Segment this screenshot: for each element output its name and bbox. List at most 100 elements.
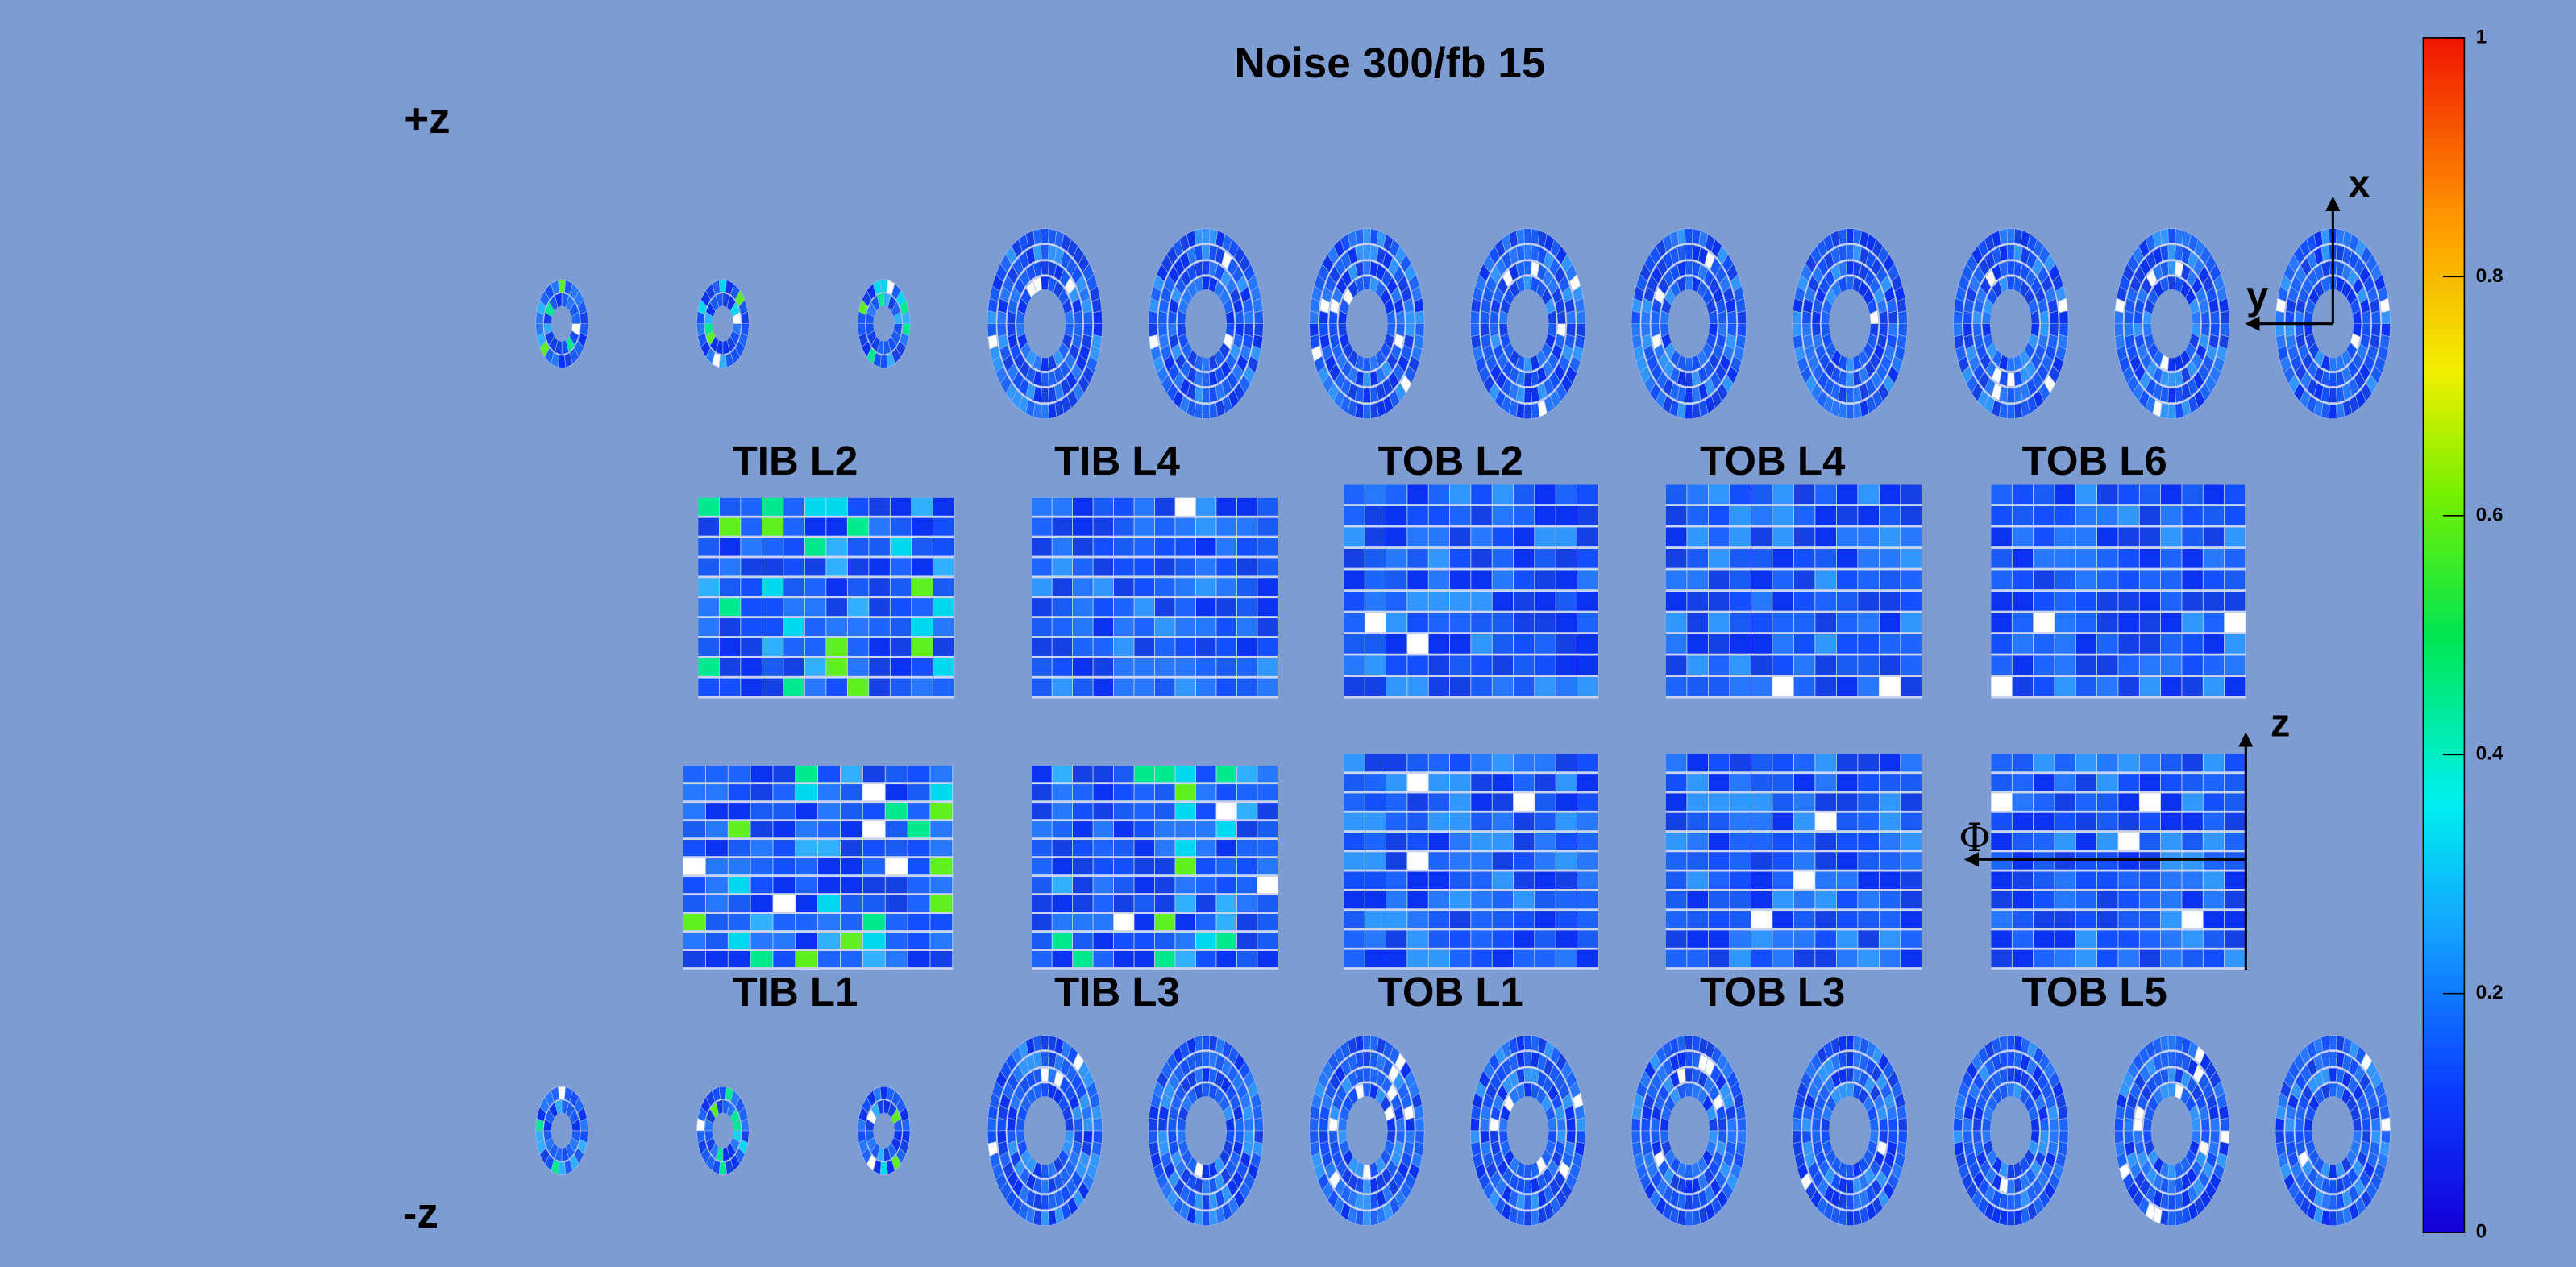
module [826, 638, 847, 656]
module [1492, 871, 1514, 889]
module [826, 598, 847, 617]
module [908, 766, 930, 783]
module [2118, 592, 2139, 611]
module [1901, 930, 1922, 948]
panel-label: TOB L1 [1378, 969, 1523, 1015]
module [1362, 372, 1372, 387]
module [1052, 618, 1073, 637]
module [2139, 527, 2161, 547]
module [1879, 613, 1901, 633]
module [826, 538, 847, 556]
module [2320, 228, 2330, 245]
module [1901, 793, 1922, 811]
module [1365, 484, 1386, 505]
module [1093, 895, 1114, 912]
module [741, 497, 762, 516]
module [1730, 911, 1751, 928]
module [683, 877, 705, 894]
module [1471, 871, 1492, 889]
module [2182, 812, 2203, 831]
module [2075, 634, 2097, 654]
module [1386, 891, 1407, 909]
module [1845, 1179, 1855, 1194]
module [1344, 527, 1365, 547]
module [1344, 484, 1365, 505]
module [1405, 1117, 1415, 1132]
module [1449, 930, 1471, 948]
module [1556, 548, 1577, 568]
module [1471, 832, 1492, 850]
module [901, 310, 911, 324]
module [2124, 1130, 2134, 1144]
module [2275, 323, 2285, 338]
module [1093, 1130, 1103, 1144]
module [2139, 754, 2161, 772]
module [1845, 404, 1855, 419]
module [1449, 793, 1471, 811]
module [1640, 1130, 1651, 1144]
module [1052, 638, 1073, 656]
module [741, 618, 762, 637]
module [1815, 793, 1836, 811]
module [2006, 1035, 2016, 1050]
module [2203, 949, 2225, 968]
module [2139, 570, 2161, 590]
module [1685, 260, 1693, 275]
module [2075, 548, 2097, 568]
module [1471, 911, 1492, 928]
module [2167, 1067, 2176, 1082]
module [1535, 548, 1556, 568]
module [1991, 774, 2012, 791]
module [1523, 1067, 1532, 1082]
module [826, 497, 847, 516]
module [1216, 598, 1236, 617]
module [741, 1117, 750, 1132]
module [1216, 784, 1236, 801]
module [1751, 891, 1772, 909]
module [1471, 592, 1492, 611]
module [901, 1117, 911, 1132]
module [1556, 505, 1577, 525]
module [1369, 1209, 1379, 1227]
module [2097, 754, 2118, 772]
module [1676, 1035, 1686, 1052]
module [1523, 228, 1532, 243]
disk-hole [2312, 1096, 2354, 1165]
module [1836, 930, 1858, 948]
module [1113, 558, 1134, 576]
module [1236, 618, 1257, 637]
module [1492, 832, 1514, 850]
module [1492, 505, 1514, 525]
module [2097, 891, 2118, 909]
module [1216, 658, 1236, 676]
module [2139, 812, 2161, 831]
module [2370, 1117, 2381, 1132]
module [705, 803, 728, 820]
module [2034, 793, 2055, 811]
module [1665, 871, 1687, 889]
module [1991, 505, 2012, 525]
module [1052, 766, 1073, 783]
module [1685, 1179, 1693, 1194]
module [1428, 634, 1450, 654]
module [1093, 766, 1114, 783]
module [1879, 548, 1901, 568]
module [1154, 538, 1175, 556]
module [1471, 548, 1492, 568]
module [1751, 832, 1772, 850]
module [1631, 323, 1641, 338]
module [1879, 774, 1901, 791]
module [1113, 895, 1134, 912]
module [930, 877, 953, 894]
module [2118, 871, 2139, 889]
module [1991, 911, 2012, 928]
module [912, 678, 933, 696]
module [2139, 655, 2161, 675]
module [1577, 930, 1598, 948]
module [683, 821, 705, 838]
disk-hole [2150, 1096, 2193, 1165]
module [2160, 548, 2182, 568]
panel-label: TIB L4 [1054, 438, 1180, 484]
module [1535, 911, 1556, 928]
module [1792, 323, 1802, 338]
